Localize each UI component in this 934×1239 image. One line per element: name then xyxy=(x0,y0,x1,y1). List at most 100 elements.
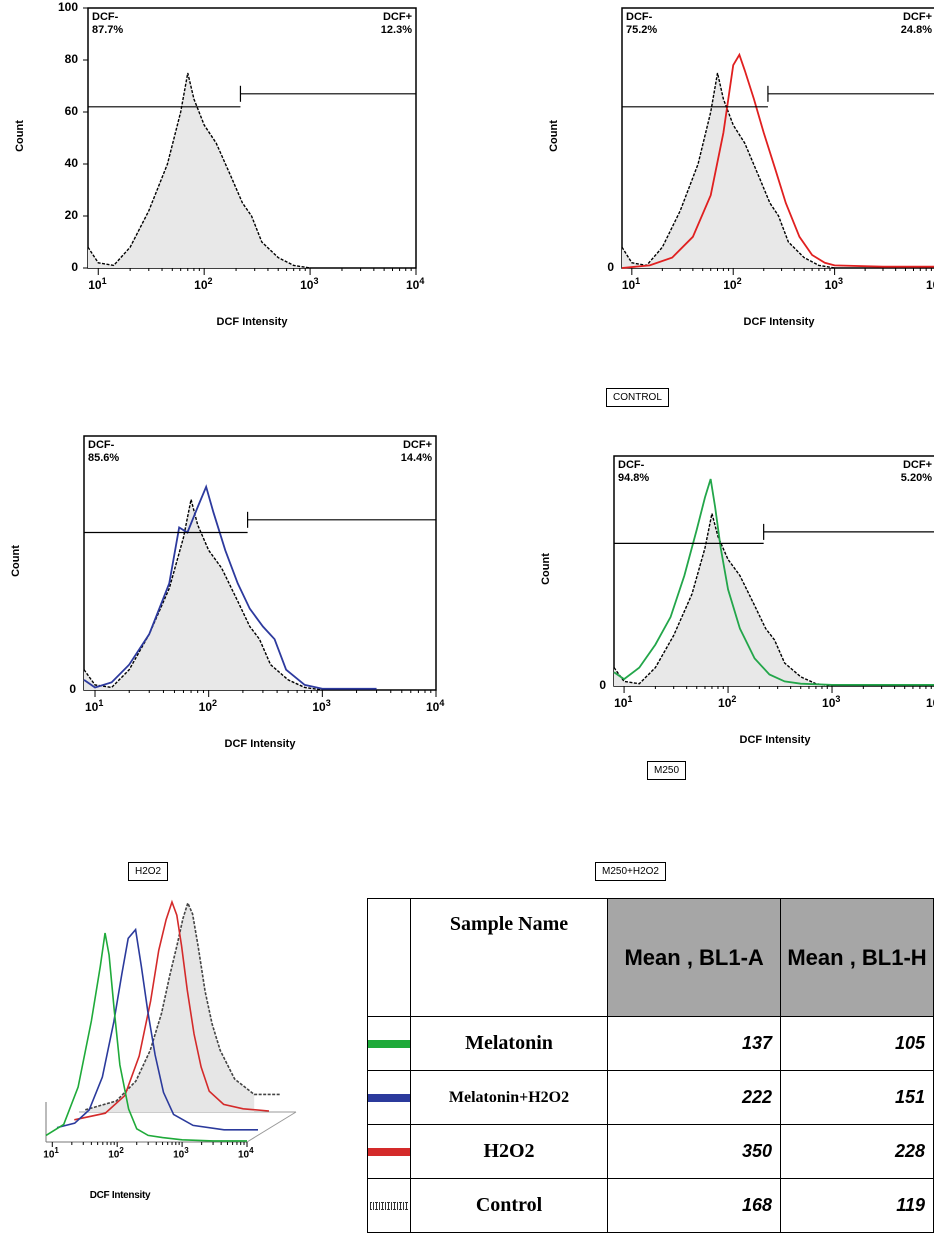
x-tick-label: 103 xyxy=(300,276,319,292)
gate-dcf-pos-pct: 5.20% xyxy=(900,472,932,484)
table-row: Melatonin+H2O2 222 151 xyxy=(367,1070,934,1125)
y-tick-label: 0 xyxy=(599,678,606,692)
x-tick-label: 101 xyxy=(614,694,633,710)
legend-swatch-melatonin xyxy=(367,1039,411,1048)
legend-swatch-cell xyxy=(367,1016,411,1071)
histogram-series-0 xyxy=(83,499,323,691)
gate-dcf-pos-pct: 12.3% xyxy=(380,24,412,36)
table-header-row: Sample Name Mean , BL1-A Mean , BL1-H xyxy=(367,898,934,1017)
sample-name-cell: Melatonin+H2O2 xyxy=(409,1070,609,1125)
overlay-series-1 xyxy=(56,927,258,1131)
overlay-x-tick-label: 103 xyxy=(173,1146,189,1161)
legend-swatch-h2o2 xyxy=(367,1147,411,1156)
gate-dcf-pos-name: DCF+ xyxy=(382,11,412,23)
overlay-series-3 xyxy=(85,900,280,1111)
sample-name-cell: Control xyxy=(409,1178,609,1233)
histogram-series-1 xyxy=(613,478,934,686)
gate-dcf-pos-name: DCF+ xyxy=(902,459,932,471)
x-tick-label: 103 xyxy=(822,694,841,710)
histogram-series-1 xyxy=(83,484,377,690)
sample-name-cell: Melatonin xyxy=(409,1016,609,1071)
x-tick-label: 102 xyxy=(194,276,213,292)
table-row: Control 168 119 xyxy=(367,1178,934,1233)
overlay-x-tick-label: 102 xyxy=(108,1146,124,1161)
gate-dcf-pos-name: DCF+ xyxy=(402,439,432,451)
gate-dcf-pos-name: DCF+ xyxy=(902,11,932,23)
x-tick-label: 104 xyxy=(406,276,425,292)
caption-m250-h2o2: M250+H2O2 xyxy=(595,862,666,881)
x-tick-label: 104 xyxy=(426,698,445,714)
results-table: Sample Name Mean , BL1-A Mean , BL1-H Me… xyxy=(367,898,934,1233)
y-tick-label: 20 xyxy=(64,208,78,222)
x-tick-label: 101 xyxy=(88,276,107,292)
caption-m250: M250 xyxy=(647,761,687,780)
x-tick-label: 101 xyxy=(85,698,104,714)
x-tick-label: 103 xyxy=(312,698,331,714)
histogram-series-0 xyxy=(621,72,835,269)
x-tick-label: 104 xyxy=(926,696,934,710)
caption-control: CONTROL xyxy=(606,388,669,407)
overlay-depth-axis xyxy=(246,1111,297,1143)
mean-bl1a-cell: 137 xyxy=(607,1016,782,1071)
overlay-x-axis-label: DCF Intensity xyxy=(89,1190,151,1201)
header-mean-bl1a: Mean , BL1-A xyxy=(607,898,782,1017)
x-tick-label: 104 xyxy=(926,278,934,292)
legend-swatch-cell xyxy=(367,1124,411,1179)
overlay-x-tick-label: 101 xyxy=(43,1146,59,1161)
histogram-fill xyxy=(88,73,311,268)
histogram-fill xyxy=(622,73,835,268)
mean-bl1h-cell: 228 xyxy=(780,1124,934,1179)
header-mean-bl1h: Mean , BL1-H xyxy=(780,898,934,1017)
overlay-control-fill xyxy=(85,903,255,1112)
y-tick-label: 60 xyxy=(64,104,78,118)
table-row: H2O2 350 228 xyxy=(367,1124,934,1179)
histogram-fill xyxy=(614,513,833,686)
x-axis-label: DCF Intensity xyxy=(224,738,296,750)
y-tick-label: 40 xyxy=(64,156,78,170)
legend-swatch-control xyxy=(370,1201,408,1210)
gate-dcf-pos-pct: 14.4% xyxy=(400,452,432,464)
mean-bl1h-cell: 119 xyxy=(780,1178,934,1233)
histogram-series-0 xyxy=(613,513,833,687)
overlay-series-2 xyxy=(74,899,270,1121)
mean-bl1a-cell: 222 xyxy=(607,1070,782,1125)
y-tick-label: 0 xyxy=(69,682,76,696)
legend-swatch-cell xyxy=(367,1070,411,1125)
x-tick-label: 102 xyxy=(718,694,737,710)
y-tick-label: 100 xyxy=(57,0,78,14)
gate-dcf-neg-name: DCF- xyxy=(618,459,645,471)
gate-dcf-neg-name: DCF- xyxy=(92,11,119,23)
gate-dcf-neg-pct: 75.2% xyxy=(626,24,658,36)
histogram-fill xyxy=(84,499,323,690)
mean-bl1h-cell: 105 xyxy=(780,1016,934,1071)
x-tick-label: 102 xyxy=(723,276,742,292)
overlay-series-0 xyxy=(45,932,247,1142)
x-tick-label: 101 xyxy=(621,276,641,292)
y-tick-label: 80 xyxy=(64,52,78,66)
gate-dcf-neg-name: DCF- xyxy=(88,439,115,451)
gate-dcf-neg-pct: 94.8% xyxy=(618,472,650,484)
x-tick-label: 103 xyxy=(824,276,843,292)
mean-bl1a-cell: 168 xyxy=(607,1178,782,1233)
legend-swatch-cell xyxy=(367,1178,411,1233)
x-axis-label: DCF Intensity xyxy=(743,316,815,328)
gate-dcf-neg-pct: 85.6% xyxy=(88,452,120,464)
histogram-series-0 xyxy=(87,72,311,269)
x-tick-label: 102 xyxy=(198,698,218,714)
x-axis-label: DCF Intensity xyxy=(216,316,288,328)
y-tick-label: 0 xyxy=(607,260,614,274)
x-axis-label: DCF Intensity xyxy=(739,734,811,746)
header-sample-name: Sample Name xyxy=(409,898,609,1017)
y-tick-label: 0 xyxy=(71,260,78,274)
overlay-x-tick-label: 104 xyxy=(238,1146,254,1161)
legend-swatch-melatonin-h2o2 xyxy=(367,1093,411,1102)
gate-dcf-neg-pct: 87.7% xyxy=(92,24,124,36)
histogram-series-1 xyxy=(621,52,934,269)
gate-dcf-pos-pct: 24.8% xyxy=(900,24,932,36)
caption-h2o2: H2O2 xyxy=(128,862,169,881)
